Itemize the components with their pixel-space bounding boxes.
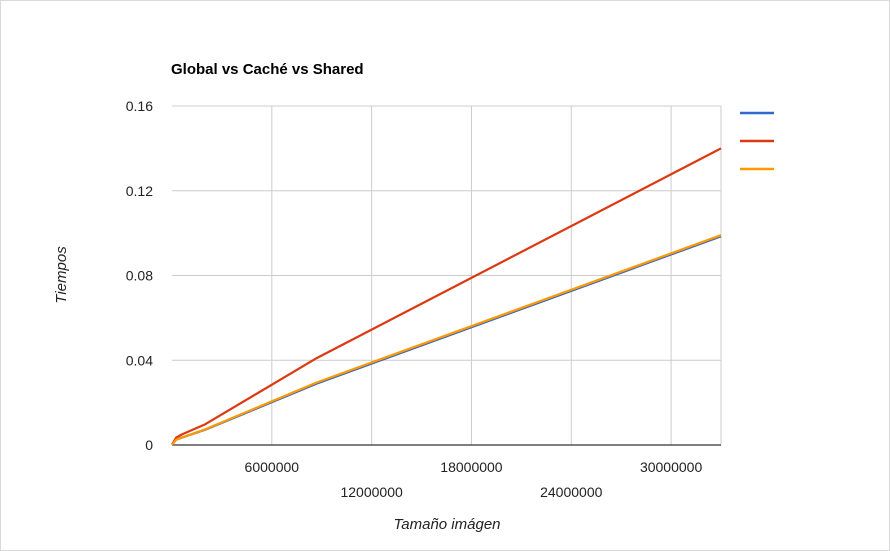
grid (172, 105, 722, 445)
series-line-2 (171, 147, 722, 446)
y-axis-title: Tiempos (53, 246, 70, 304)
y-tick-label: 0.16 (126, 98, 153, 114)
y-tick-label: 0.12 (126, 183, 153, 199)
axes: 0 0.04 0.08 0.12 0.16 6000000 12000000 18000000… (126, 98, 721, 500)
x-tick-label: 12000000 (340, 484, 403, 500)
series-lines (171, 147, 722, 446)
series-line-3 (171, 234, 722, 446)
x-tick-label: 6000000 (245, 459, 300, 475)
y-tick-label: 0.04 (126, 352, 153, 368)
y-tick-label: 0 (145, 437, 153, 453)
x-tick-label: 18000000 (440, 459, 503, 475)
legend (740, 111, 774, 171)
x-tick-label: 30000000 (640, 459, 703, 475)
series-line-1 (171, 235, 722, 446)
y-tick-label: 0.08 (126, 268, 153, 284)
chart-title: Global vs Caché vs Shared (171, 61, 364, 78)
x-axis-title: Tamaño imágen (393, 516, 500, 533)
x-tick-label: 24000000 (540, 484, 603, 500)
